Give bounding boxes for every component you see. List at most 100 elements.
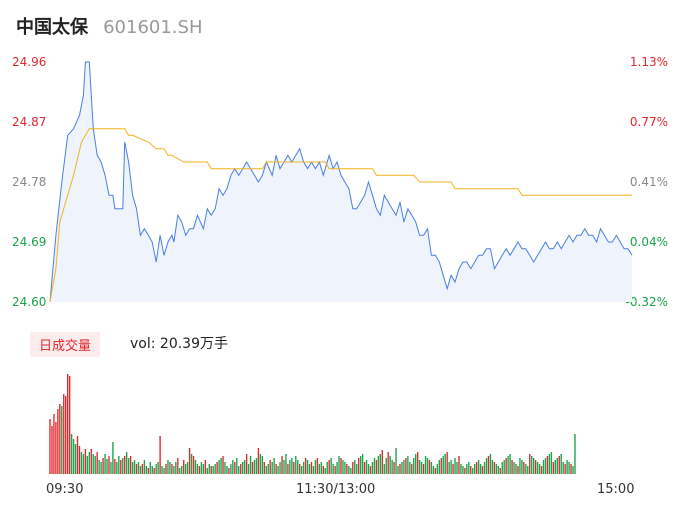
volume-bar xyxy=(340,458,342,474)
volume-bar xyxy=(251,462,254,474)
volume-bar xyxy=(472,468,474,474)
volume-bar xyxy=(493,462,496,474)
volume-bar xyxy=(334,466,336,474)
volume-bar xyxy=(49,419,51,474)
volume-bar xyxy=(487,456,490,474)
volume-bar xyxy=(163,468,165,474)
volume-bar xyxy=(300,466,303,474)
volume-bar xyxy=(151,466,153,474)
volume-bar xyxy=(116,462,118,474)
volume-bar xyxy=(391,460,393,474)
volume-bar xyxy=(259,454,262,474)
volume-bar xyxy=(436,464,439,474)
volume-bar xyxy=(497,466,499,474)
volume-bar xyxy=(253,460,256,474)
volume-bar xyxy=(129,456,132,474)
volume-bar xyxy=(365,460,368,474)
volume-bar xyxy=(377,456,380,474)
volume-bar xyxy=(310,462,313,474)
volume-bar xyxy=(263,462,265,474)
volume-bar xyxy=(352,462,354,474)
volume-bar xyxy=(430,462,433,474)
volume-bar xyxy=(78,446,81,474)
volume-bar xyxy=(96,452,98,474)
volume-bar xyxy=(356,464,358,474)
volume-bar xyxy=(568,462,570,474)
volume-bar xyxy=(444,454,446,474)
volume-bar xyxy=(432,466,435,474)
volume-bar xyxy=(558,456,560,474)
volume-bar xyxy=(314,460,317,474)
volume-bar xyxy=(157,462,159,474)
volume-bar xyxy=(481,466,484,474)
volume-bar xyxy=(126,452,128,474)
volume-bar xyxy=(90,449,92,474)
volume-bar xyxy=(173,466,175,474)
volume-bar xyxy=(466,464,468,474)
volume-bar xyxy=(108,456,110,474)
volume-bar xyxy=(483,462,486,474)
volume-bar xyxy=(291,458,293,474)
volume-bar xyxy=(243,460,246,474)
volume-bar xyxy=(538,464,541,474)
volume-bar xyxy=(383,464,385,474)
volume-bar xyxy=(534,460,537,474)
volume-bar xyxy=(147,468,149,474)
volume-bar xyxy=(438,460,440,474)
volume-bar xyxy=(361,454,364,474)
volume-bar xyxy=(513,462,515,474)
volume-bar xyxy=(216,462,218,474)
volume-bar xyxy=(295,456,297,474)
volume-bar xyxy=(509,454,511,474)
volume-bar xyxy=(495,464,498,474)
volume-bar xyxy=(411,464,413,474)
volume-bar xyxy=(320,462,323,474)
volume-bar xyxy=(363,462,366,474)
volume-bar xyxy=(474,464,476,474)
volume-bar xyxy=(346,464,348,474)
volume-bar xyxy=(324,468,326,474)
volume-bar xyxy=(501,462,503,474)
volume-bar xyxy=(418,460,421,474)
volume-bar xyxy=(529,454,531,474)
volume-bar xyxy=(171,464,173,474)
volume-bar xyxy=(308,464,311,474)
volume-bar xyxy=(228,468,230,474)
volume-bar xyxy=(279,462,281,474)
volume-bar xyxy=(397,466,399,474)
volume-bar xyxy=(523,462,525,474)
volume-bar xyxy=(72,439,75,474)
volume-bar xyxy=(299,464,301,474)
volume-bar xyxy=(422,464,425,474)
volume-bar xyxy=(245,454,248,474)
volume-bar xyxy=(55,422,57,474)
volume-bar xyxy=(562,462,564,474)
volume-bar xyxy=(84,449,87,474)
volume-bar xyxy=(564,464,566,474)
volume-bar xyxy=(92,454,94,474)
price-tick-label: 24.60 xyxy=(12,295,47,309)
volume-bar xyxy=(206,468,208,474)
volume-bar xyxy=(381,450,383,474)
volume-bar xyxy=(448,462,450,474)
volume-bar xyxy=(407,456,409,474)
volume-bar xyxy=(519,458,521,474)
volume-bar xyxy=(560,454,562,474)
volume-bar xyxy=(234,462,236,474)
volume-bar xyxy=(51,426,53,474)
volume-bar xyxy=(285,454,287,474)
volume-bar xyxy=(546,456,549,474)
volume-bar xyxy=(281,456,283,474)
volume-bar xyxy=(440,458,442,474)
period-badge[interactable]: 日成交量 xyxy=(30,332,101,357)
volume-bar xyxy=(389,456,391,474)
volume-bar xyxy=(100,462,102,474)
volume-bar xyxy=(442,456,444,474)
volume-bar xyxy=(401,462,403,474)
volume-bar xyxy=(222,456,224,474)
stock-code: 601601.SH xyxy=(103,17,203,38)
volume-bar xyxy=(354,460,356,474)
volume-bar xyxy=(141,464,144,474)
volume-bar xyxy=(106,459,108,474)
